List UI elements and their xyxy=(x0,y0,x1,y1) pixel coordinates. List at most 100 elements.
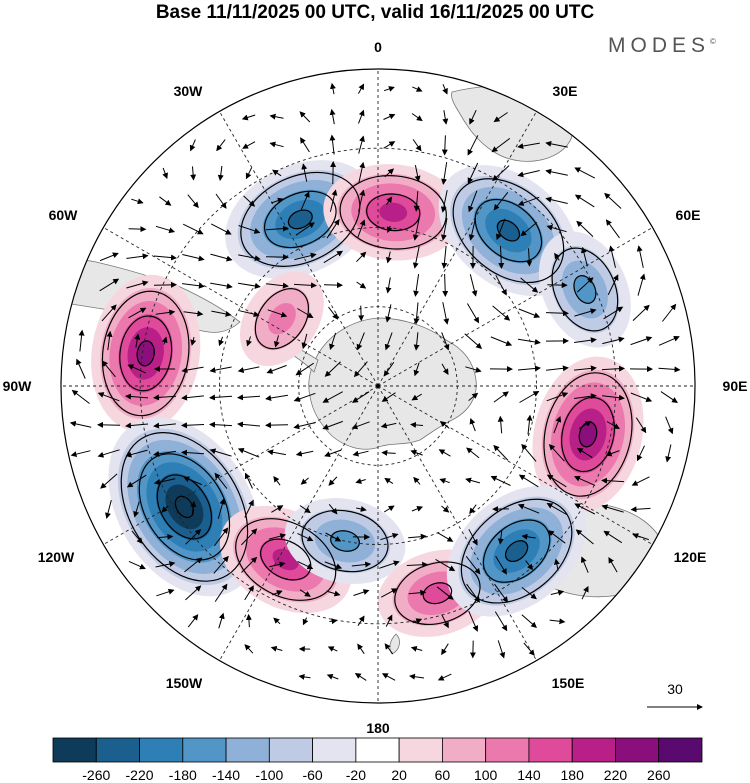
wind-vector-368 xyxy=(523,642,535,656)
contour-line-low-120W-1 xyxy=(120,432,249,582)
wind-vector-311 xyxy=(155,561,176,568)
wind-vector-363 xyxy=(384,643,394,655)
wind-vector-355 xyxy=(494,611,508,632)
colorbar-label-11: 180 xyxy=(561,767,585,783)
wind-vector-85 xyxy=(210,253,233,262)
wind-vector-41 xyxy=(492,165,510,182)
wind-vector-342 xyxy=(550,589,565,596)
wind-vector-335 xyxy=(353,589,370,596)
wind-vector-129 xyxy=(328,306,339,320)
wind-vector-102 xyxy=(126,280,149,289)
lon-label-90w: 90W xyxy=(3,378,33,394)
wind-vector-14 xyxy=(493,112,508,123)
wind-vector-39 xyxy=(441,162,448,185)
wind-vector-50 xyxy=(271,197,284,204)
wind-vector-235 xyxy=(237,447,260,458)
wind-vector-328 xyxy=(156,588,175,597)
wind-vector-308 xyxy=(603,530,623,544)
wind-vector-224 xyxy=(553,415,562,434)
wind-vector-231 xyxy=(125,449,148,458)
wind-vector-30 xyxy=(190,166,197,181)
lon-label-180: 180 xyxy=(366,720,390,736)
contour-line-low-170W-1 xyxy=(301,509,389,573)
wind-vector-69 xyxy=(295,222,315,236)
contour-line-low-140E-1 xyxy=(460,498,573,604)
wind-vector-362 xyxy=(357,643,365,654)
colorbar-label-13: 260 xyxy=(647,767,671,783)
wind-vector-367 xyxy=(497,640,506,659)
wind-vector-83 xyxy=(153,254,177,261)
wind-vector-32 xyxy=(245,167,253,180)
wind-vector-357 xyxy=(549,618,566,625)
colorbar-swatch-0 xyxy=(52,737,97,763)
wind-vector-110 xyxy=(356,281,367,289)
wind-vector-313 xyxy=(213,555,229,574)
wind-vector-284 xyxy=(469,504,477,515)
wind-vector-101 xyxy=(99,278,120,292)
wind-vector-233 xyxy=(181,449,205,456)
wind-vector-135 xyxy=(492,305,511,321)
wind-vector-133 xyxy=(442,302,450,325)
wind-vector-5 xyxy=(241,114,256,121)
wind-vector-187 xyxy=(97,392,120,402)
wind-vector-243 xyxy=(466,447,480,459)
wind-vector-55 xyxy=(413,191,420,212)
wind-vector-3 xyxy=(412,86,423,92)
wind-vector-309 xyxy=(632,533,649,541)
wind-vector-213 xyxy=(237,421,261,428)
wind-vector-234 xyxy=(209,448,232,457)
wind-vector-193 xyxy=(265,394,288,401)
wind-vector-266 xyxy=(518,474,539,488)
wind-vector-145 xyxy=(161,336,168,345)
contour-line-low-170W-3 xyxy=(330,530,360,552)
wind-vector-158 xyxy=(518,338,541,345)
wind-vector-216 xyxy=(322,420,343,430)
wind-vector-91 xyxy=(385,251,392,264)
wind-vector-51 xyxy=(300,191,310,210)
wind-vector-7 xyxy=(299,111,311,123)
wind-vector-254 xyxy=(183,476,202,486)
wind-vector-1 xyxy=(357,83,365,94)
contour-line-high-165E-3 xyxy=(422,582,453,605)
wind-vector-210 xyxy=(153,422,176,429)
wind-vector-207 xyxy=(69,420,92,428)
wind-vector-220 xyxy=(439,420,450,429)
lon-label-90e: 90E xyxy=(723,378,748,394)
wind-vector-321 xyxy=(435,558,456,572)
wind-vector-277 xyxy=(271,505,284,513)
wind-vector-197 xyxy=(381,392,396,402)
anomaly-layer xyxy=(91,160,644,637)
wind-vector-325 xyxy=(553,558,560,571)
wind-vector-247 xyxy=(576,447,593,459)
wind-vector-128 xyxy=(297,308,314,319)
wind-vector-157 xyxy=(490,336,513,347)
wind-vector-166 xyxy=(127,364,146,374)
colorbar-label-3: -140 xyxy=(212,767,240,783)
wind-vector-82 xyxy=(126,253,149,260)
wind-vector-287 xyxy=(546,503,567,515)
wind-vector-78 xyxy=(546,224,567,233)
wind-vector-36 xyxy=(358,161,366,184)
wind-vector-125 xyxy=(211,310,232,317)
wind-vector-49 xyxy=(243,195,256,207)
wind-vector-295 xyxy=(241,528,258,546)
wind-vector-371 xyxy=(354,673,367,681)
wind-vector-336 xyxy=(380,588,398,598)
wind-vector-89 xyxy=(323,250,344,264)
wind-vector-340 xyxy=(494,583,509,603)
wind-vector-322 xyxy=(465,555,481,575)
wind-vector-46 xyxy=(159,196,172,206)
wind-vector-248 xyxy=(605,450,620,457)
wind-vector-2 xyxy=(383,86,395,92)
wind-vector-195 xyxy=(322,391,343,403)
wind-vector-124 xyxy=(183,310,204,317)
modes-logo: MODES© xyxy=(608,34,716,58)
wind-vector-58 xyxy=(493,191,509,211)
wind-vector-163 xyxy=(658,335,680,346)
colorbar-swatch-5 xyxy=(268,737,313,763)
colorbar-swatch-2 xyxy=(139,737,184,763)
lon-label-30e: 30E xyxy=(553,83,578,99)
wind-vector-127 xyxy=(267,309,288,318)
wind-vector-149 xyxy=(273,335,280,348)
wind-vector-218 xyxy=(380,422,397,429)
